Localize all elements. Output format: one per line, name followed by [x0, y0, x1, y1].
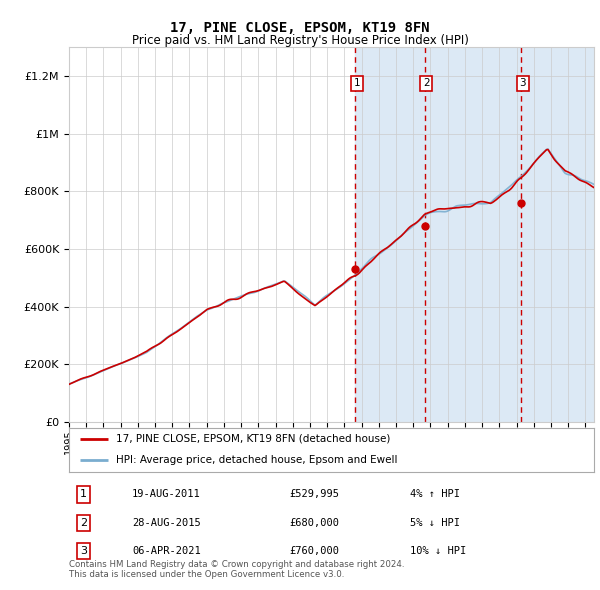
Bar: [355, 47, 425, 422]
Text: 19-AUG-2011: 19-AUG-2011: [132, 490, 201, 499]
Text: 5% ↓ HPI: 5% ↓ HPI: [410, 518, 460, 527]
Text: Price paid vs. HM Land Registry's House Price Index (HPI): Price paid vs. HM Land Registry's House …: [131, 34, 469, 47]
Text: 2: 2: [80, 518, 87, 527]
Text: 17, PINE CLOSE, EPSOM, KT19 8FN (detached house): 17, PINE CLOSE, EPSOM, KT19 8FN (detache…: [116, 434, 391, 444]
Text: 2: 2: [423, 78, 430, 88]
Bar: [521, 47, 594, 422]
Text: 3: 3: [520, 78, 526, 88]
Text: Contains HM Land Registry data © Crown copyright and database right 2024.
This d: Contains HM Land Registry data © Crown c…: [69, 560, 404, 579]
Text: 1: 1: [80, 490, 87, 499]
Text: 3: 3: [80, 546, 87, 556]
Text: 17, PINE CLOSE, EPSOM, KT19 8FN: 17, PINE CLOSE, EPSOM, KT19 8FN: [170, 21, 430, 35]
Text: 1: 1: [354, 78, 361, 88]
Text: 10% ↓ HPI: 10% ↓ HPI: [410, 546, 467, 556]
Text: £760,000: £760,000: [290, 546, 340, 556]
Text: £680,000: £680,000: [290, 518, 340, 527]
Text: 4% ↑ HPI: 4% ↑ HPI: [410, 490, 460, 499]
Text: 06-APR-2021: 06-APR-2021: [132, 546, 201, 556]
Text: HPI: Average price, detached house, Epsom and Ewell: HPI: Average price, detached house, Epso…: [116, 455, 398, 465]
Text: 28-AUG-2015: 28-AUG-2015: [132, 518, 201, 527]
Bar: [425, 47, 521, 422]
Text: £529,995: £529,995: [290, 490, 340, 499]
